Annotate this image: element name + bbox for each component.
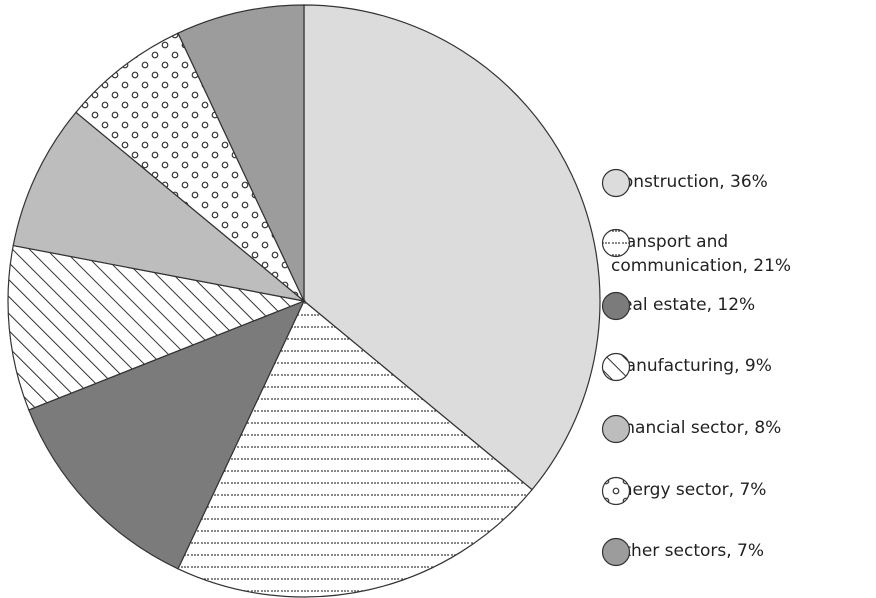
pie-slice — [28, 299, 306, 570]
legend-swatch-circle — [601, 291, 631, 321]
legend-swatch-circle — [601, 168, 631, 198]
legend-label: Real estate, 12% — [611, 295, 756, 315]
legend-item: Real estate, 12% — [601, 291, 871, 321]
pie-slice — [75, 32, 305, 302]
legend-label: Energy sector, 7% — [611, 480, 767, 500]
legend-label: Manufacturing, 9% — [611, 356, 772, 376]
legend-swatch-circle — [601, 476, 631, 506]
legend-item: Energy sector, 7% — [601, 476, 871, 506]
legend-swatch — [601, 537, 631, 567]
legend-swatch — [601, 228, 631, 258]
legend-swatch — [601, 476, 631, 506]
legend-swatch-circle — [601, 352, 631, 382]
pie-slice — [12, 111, 305, 302]
legend-swatch-circle — [601, 537, 631, 567]
pie-slice — [177, 300, 533, 598]
legend-swatch-circle — [601, 228, 631, 258]
legend-label: Construction, 36% — [611, 172, 768, 192]
legend-item: Other sectors, 7% — [601, 537, 871, 567]
legend-label: Other sectors, 7% — [611, 541, 765, 561]
legend-item: Construction, 36% — [601, 168, 871, 198]
legend-swatch — [601, 352, 631, 382]
legend-label: Transport and communication, 21% — [611, 232, 792, 276]
legend-swatch — [601, 414, 631, 444]
pie-slice — [177, 4, 305, 302]
pie-slice — [303, 4, 601, 491]
pie-slice — [7, 244, 307, 411]
legend-item: Manufacturing, 9% — [601, 352, 871, 382]
legend-swatch-circle — [601, 414, 631, 444]
legend-item: Financial sector, 8% — [601, 414, 871, 444]
legend-swatch — [601, 291, 631, 321]
legend-item: Transport and communication, 21% — [601, 228, 871, 278]
legend-label: Financial sector, 8% — [611, 418, 782, 438]
legend-swatch — [601, 168, 631, 198]
